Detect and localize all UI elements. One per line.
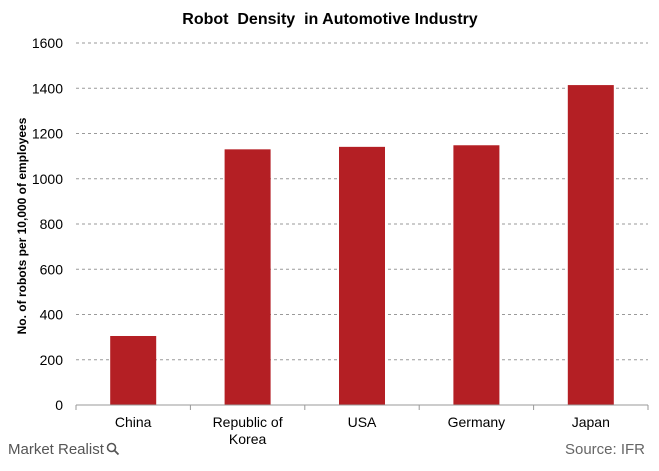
- y-axis-label: No. of robots per 10,000 of employees: [15, 117, 29, 334]
- y-tick-label: 1000: [32, 171, 63, 187]
- x-tick-label: Republic of: [213, 414, 283, 430]
- bar: [224, 149, 271, 405]
- x-tick-marks: [75, 405, 649, 410]
- bar: [567, 85, 614, 406]
- x-tick-label: China: [115, 414, 152, 430]
- x-tick-label: Japan: [572, 414, 610, 430]
- bar: [453, 145, 500, 405]
- y-tick-labels: 0 200 400 600 800 1000 1200 1400 1600: [32, 35, 63, 413]
- y-tick-label: 1200: [32, 126, 63, 142]
- y-tick-label: 1600: [32, 35, 63, 51]
- y-tick-label: 200: [40, 352, 64, 368]
- y-tick-label: 0: [55, 397, 63, 413]
- source-note: Source: IFR: [564, 441, 645, 458]
- bars: [110, 85, 614, 406]
- y-tick-label: 600: [40, 261, 64, 277]
- brand-name: Market Realist: [8, 441, 104, 458]
- x-tick-label: Germany: [448, 414, 506, 430]
- chart-title: Robot Density in Automotive Industry: [182, 11, 478, 28]
- x-tick-label: USA: [348, 414, 377, 430]
- magnifier-icon: [106, 442, 120, 460]
- bar: [339, 146, 385, 405]
- y-tick-label: 1400: [32, 80, 63, 96]
- y-tick-label: 800: [40, 216, 64, 232]
- brand-logo: Market Realist: [8, 441, 120, 460]
- bar: [110, 335, 157, 405]
- gridlines: [76, 42, 648, 361]
- y-tick-label: 400: [40, 307, 64, 323]
- x-tick-label: Korea: [229, 431, 267, 447]
